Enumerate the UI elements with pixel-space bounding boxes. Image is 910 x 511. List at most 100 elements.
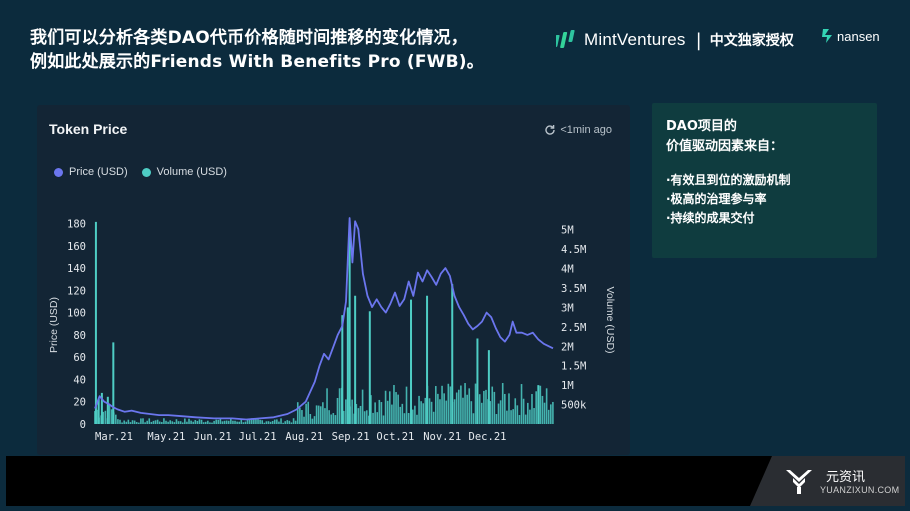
volume-bar bbox=[483, 390, 485, 424]
volume-bar bbox=[104, 410, 107, 424]
volume-bar bbox=[238, 421, 240, 424]
y2-tick-label: 2.5M bbox=[561, 322, 586, 334]
volume-bar bbox=[192, 421, 194, 424]
brand: MintVentures | 中文独家授权 bbox=[556, 28, 794, 52]
volume-bar bbox=[351, 399, 353, 424]
volume-bar bbox=[146, 420, 148, 424]
volume-bar bbox=[411, 409, 414, 424]
volume-bar bbox=[512, 409, 514, 424]
volume-bar bbox=[315, 405, 318, 424]
volume-bar bbox=[510, 410, 512, 424]
volume-bar bbox=[269, 421, 272, 424]
volume-bar bbox=[541, 395, 544, 424]
volume-bar bbox=[437, 393, 439, 424]
volume-bar bbox=[522, 398, 525, 424]
volume-bar bbox=[489, 401, 491, 424]
volume-spike-bar bbox=[112, 342, 115, 424]
volume-bar bbox=[466, 394, 468, 424]
volume-bar bbox=[282, 422, 284, 424]
volume-bar bbox=[443, 393, 445, 424]
volume-bar bbox=[123, 420, 125, 424]
volume-bar bbox=[317, 405, 320, 424]
y-tick-label: 140 bbox=[67, 263, 86, 275]
volume-spike-bar bbox=[426, 295, 429, 424]
volume-bar bbox=[405, 386, 408, 424]
volume-bar bbox=[552, 401, 554, 424]
volume-bar bbox=[361, 389, 364, 424]
y-tick-label: 40 bbox=[73, 375, 86, 387]
refresh-icon[interactable] bbox=[544, 124, 556, 136]
volume-bar bbox=[539, 385, 542, 424]
volume-bar bbox=[453, 399, 456, 424]
volume-bar bbox=[374, 402, 376, 424]
volume-bar bbox=[163, 418, 165, 424]
volume-bar bbox=[294, 420, 297, 424]
volume-bar bbox=[305, 403, 307, 424]
volume-bar bbox=[445, 400, 448, 424]
volume-bar bbox=[468, 388, 471, 424]
y2-tick-label: 3.5M bbox=[561, 283, 586, 295]
volume-bar bbox=[150, 421, 153, 424]
x-tick-label: Dec.21 bbox=[469, 431, 507, 443]
volume-bar bbox=[200, 419, 203, 424]
volume-spike-bar bbox=[94, 221, 97, 424]
volume-bar bbox=[376, 412, 379, 424]
volume-bar bbox=[278, 421, 280, 424]
chart-updated-text: <1min ago bbox=[560, 124, 612, 136]
y-tick-label: 60 bbox=[73, 352, 86, 364]
volume-bar bbox=[207, 420, 209, 424]
volume-bar bbox=[215, 419, 217, 424]
headline-line-1: 我们可以分析各类DAO代币价格随时间推移的变化情况， bbox=[30, 28, 468, 48]
volume-bar bbox=[292, 418, 295, 424]
volume-bar bbox=[307, 401, 310, 424]
price-line bbox=[94, 217, 554, 421]
chart-legend: Price (USD) Volume (USD) bbox=[54, 166, 241, 178]
chart-axes: 0 20 40 60 80 100 120 140 160 180 500k 1M 1.5M 2M 2.5M… bbox=[48, 219, 616, 443]
volume-bar bbox=[386, 400, 389, 424]
y-tick-label: 160 bbox=[67, 241, 86, 253]
volume-bar bbox=[424, 397, 427, 424]
volume-bar bbox=[284, 421, 287, 424]
info-title-line-1: DAO项目的 bbox=[666, 119, 737, 134]
x-tick-label: Jul.21 bbox=[239, 431, 277, 443]
volume-bar bbox=[460, 385, 462, 424]
volume-bar bbox=[418, 395, 420, 424]
volume-bar bbox=[209, 422, 211, 424]
volume-bar bbox=[311, 418, 314, 424]
y2-axis-title: Volume (USD) bbox=[604, 286, 616, 353]
volume-bar bbox=[478, 394, 481, 424]
y2-tick-label: 3M bbox=[561, 302, 574, 314]
chart-title: Token Price bbox=[49, 121, 128, 137]
x-tick-label: Jun.21 bbox=[194, 431, 232, 443]
volume-bar bbox=[236, 421, 238, 424]
volume-bar bbox=[449, 386, 452, 424]
volume-bar bbox=[255, 418, 257, 424]
volume-bar bbox=[280, 418, 282, 424]
volume-bar bbox=[96, 409, 98, 424]
volume-bar bbox=[480, 402, 483, 424]
volume-bar bbox=[227, 420, 230, 424]
volume-bar bbox=[334, 415, 337, 424]
legend-item-price[interactable]: Price (USD) bbox=[54, 166, 128, 178]
volume-bar bbox=[276, 419, 278, 424]
legend-item-volume[interactable]: Volume (USD) bbox=[141, 166, 227, 178]
volume-bar bbox=[393, 385, 395, 424]
volume-spike-bar bbox=[410, 299, 413, 424]
volume-bar bbox=[464, 383, 466, 424]
volume-bar bbox=[135, 422, 138, 424]
volume-bar bbox=[299, 407, 301, 424]
volume-bar bbox=[447, 383, 450, 424]
legend-label-volume: Volume (USD) bbox=[156, 166, 227, 178]
volume-bar bbox=[144, 422, 146, 424]
volume-bar bbox=[186, 421, 188, 424]
volume-bar bbox=[382, 415, 385, 424]
volume-bar bbox=[527, 402, 529, 424]
volume-bar bbox=[491, 386, 494, 424]
volume-bar bbox=[395, 392, 397, 424]
volume-bar bbox=[225, 420, 228, 424]
volume-bar bbox=[190, 420, 192, 424]
volume-bar bbox=[204, 421, 207, 424]
volume-bar bbox=[372, 412, 374, 424]
value-driver-item: ·持续的成果交付 bbox=[666, 211, 755, 225]
mint-ventures-logo-icon bbox=[556, 30, 575, 48]
